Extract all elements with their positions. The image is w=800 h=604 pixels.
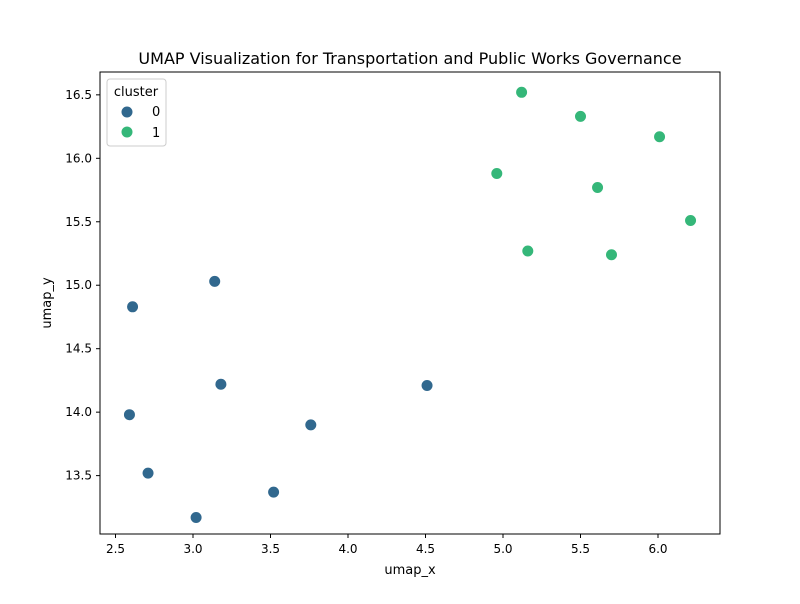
scatter-point-cluster-0 xyxy=(267,485,281,499)
scatter-point-cluster-1 xyxy=(574,109,587,123)
scatter-point-cluster-1 xyxy=(515,85,529,99)
y-tick-label: 15.5 xyxy=(65,215,92,229)
scatter-point-cluster-0 xyxy=(214,377,228,391)
chart-title: UMAP Visualization for Transportation an… xyxy=(138,49,681,68)
legend: cluster 0 1 xyxy=(106,78,167,147)
y-tick-label: 15.0 xyxy=(65,278,92,292)
x-axis-label: umap_x xyxy=(384,563,436,578)
y-tick-label: 14.5 xyxy=(65,342,92,356)
scatter-point-cluster-0 xyxy=(208,274,222,288)
scatter-point-cluster-1 xyxy=(605,248,618,262)
legend-title: cluster xyxy=(114,85,159,100)
legend-marker-cluster-1 xyxy=(120,125,134,139)
y-tick-label: 14.0 xyxy=(65,405,92,419)
scatter-point-cluster-0 xyxy=(126,300,140,314)
x-tick-label: 5.5 xyxy=(571,542,590,556)
plot-area-frame xyxy=(99,71,721,535)
y-tick-label: 16.5 xyxy=(65,88,92,102)
data-points xyxy=(122,85,698,524)
scatter-point-cluster-1 xyxy=(591,181,605,194)
scatter-point-cluster-0 xyxy=(122,408,136,422)
scatter-point-cluster-0 xyxy=(189,511,203,524)
legend-label-cluster-0: 0 xyxy=(152,105,160,120)
scatter-point-cluster-0 xyxy=(420,379,434,392)
y-tick-label: 13.5 xyxy=(65,469,92,483)
y-axis-label: umap_y xyxy=(40,277,55,329)
x-tick-label: 5.0 xyxy=(493,542,512,556)
x-tick-label: 6.0 xyxy=(648,542,667,556)
x-tick-label: 4.5 xyxy=(416,542,435,556)
scatter-point-cluster-1 xyxy=(653,130,667,144)
scatter-point-cluster-1 xyxy=(684,214,698,227)
legend-marker-cluster-0 xyxy=(120,105,134,119)
x-tick-label: 4.0 xyxy=(338,542,357,556)
x-tick-label: 2.5 xyxy=(106,542,125,556)
y-tick-label: 16.0 xyxy=(65,151,92,165)
x-tick-label: 3.5 xyxy=(261,542,280,556)
scatter-point-cluster-1 xyxy=(490,167,504,181)
scatter-point-cluster-0 xyxy=(304,418,318,432)
x-tick-label: 3.0 xyxy=(183,542,202,556)
scatter-point-cluster-1 xyxy=(521,244,535,258)
scatter-point-cluster-0 xyxy=(141,466,155,480)
x-axis-ticks: 2.5 3.0 3.5 4.0 4.5 5.0 5.5 6.0 xyxy=(106,534,668,556)
y-axis-ticks: 13.5 14.0 14.5 15.0 15.5 16.0 16.5 xyxy=(65,88,100,483)
legend-label-cluster-1: 1 xyxy=(152,126,160,141)
